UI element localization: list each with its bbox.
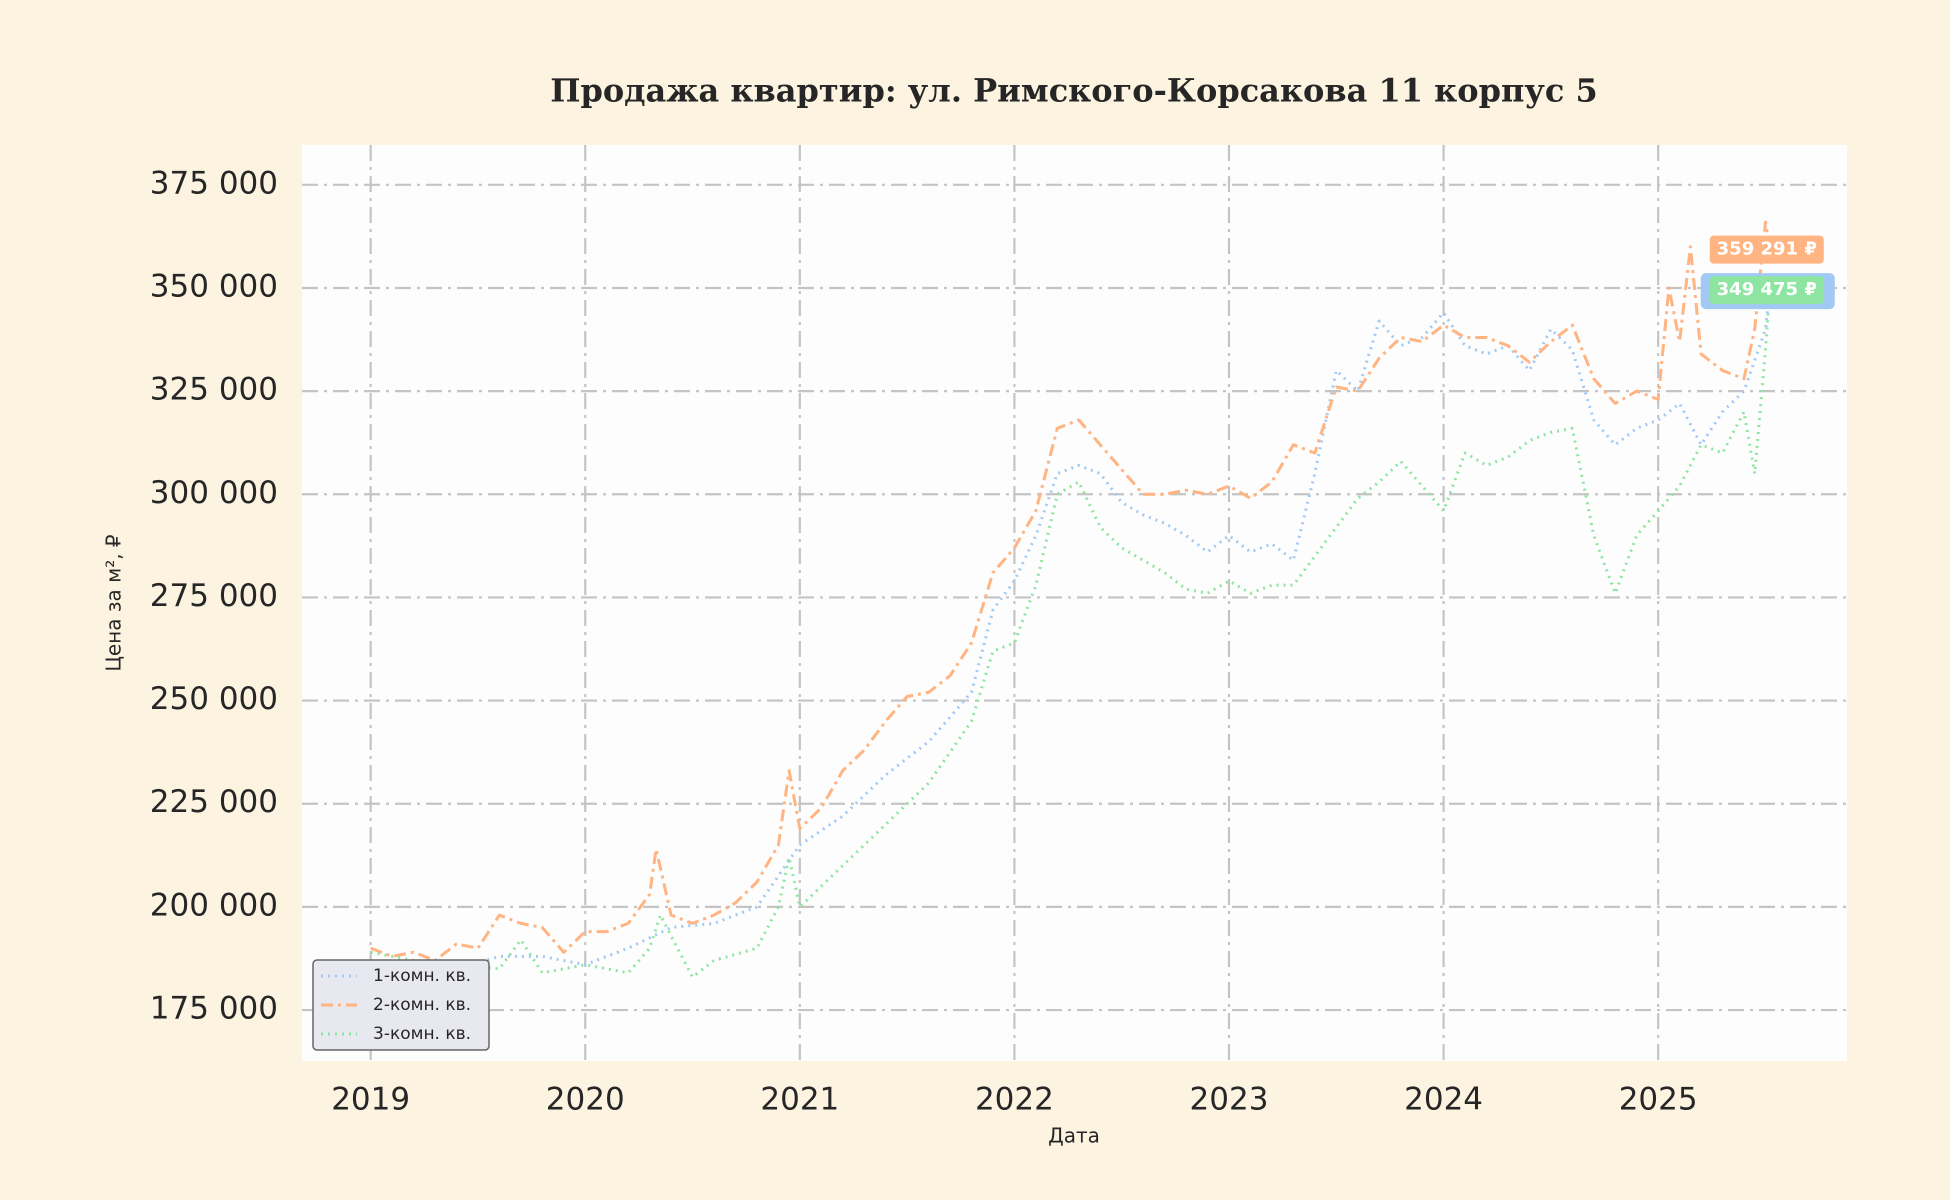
y-tick-label: 200 000	[150, 887, 278, 923]
series-line	[370, 291, 1772, 971]
y-tick-label: 275 000	[150, 578, 278, 614]
annotation-box	[1709, 235, 1824, 264]
y-tick-label: 325 000	[150, 372, 278, 408]
y-axis-label: Цена за м², ₽	[102, 534, 126, 672]
legend-box	[312, 959, 490, 1051]
series-line	[370, 289, 1772, 979]
legend-label: 2-комн. кв.	[373, 995, 471, 1015]
y-tick-label: 375 000	[150, 165, 278, 201]
plot-area	[302, 145, 1847, 1061]
y-tick-label: 250 000	[150, 681, 278, 717]
annotation-label: 349 475 ₽	[1717, 279, 1817, 300]
y-tick-label: 225 000	[150, 784, 278, 820]
x-tick-label: 2025	[1619, 1082, 1698, 1118]
x-tick-label: 2021	[760, 1082, 839, 1118]
x-tick-label: 2022	[975, 1082, 1054, 1118]
annotation-label: 359 291 ₽	[1717, 239, 1817, 260]
x-tick-label: 2019	[331, 1082, 410, 1118]
series-line	[370, 220, 1772, 962]
chart-title: Продажа квартир: ул. Римского-Корсакова …	[550, 72, 1598, 110]
y-tick-label: 175 000	[150, 991, 278, 1027]
legend-label: 3-комн. кв.	[373, 1024, 471, 1044]
legend-label: 1-комн. кв.	[373, 966, 471, 986]
x-axis-label: Дата	[1048, 1124, 1100, 1148]
x-tick-label: 2020	[546, 1082, 625, 1118]
annotation-box	[1709, 276, 1824, 305]
x-tick-label: 2024	[1404, 1082, 1483, 1118]
y-tick-label: 350 000	[150, 268, 278, 304]
y-tick-label: 300 000	[150, 475, 278, 511]
x-tick-label: 2023	[1190, 1082, 1269, 1118]
